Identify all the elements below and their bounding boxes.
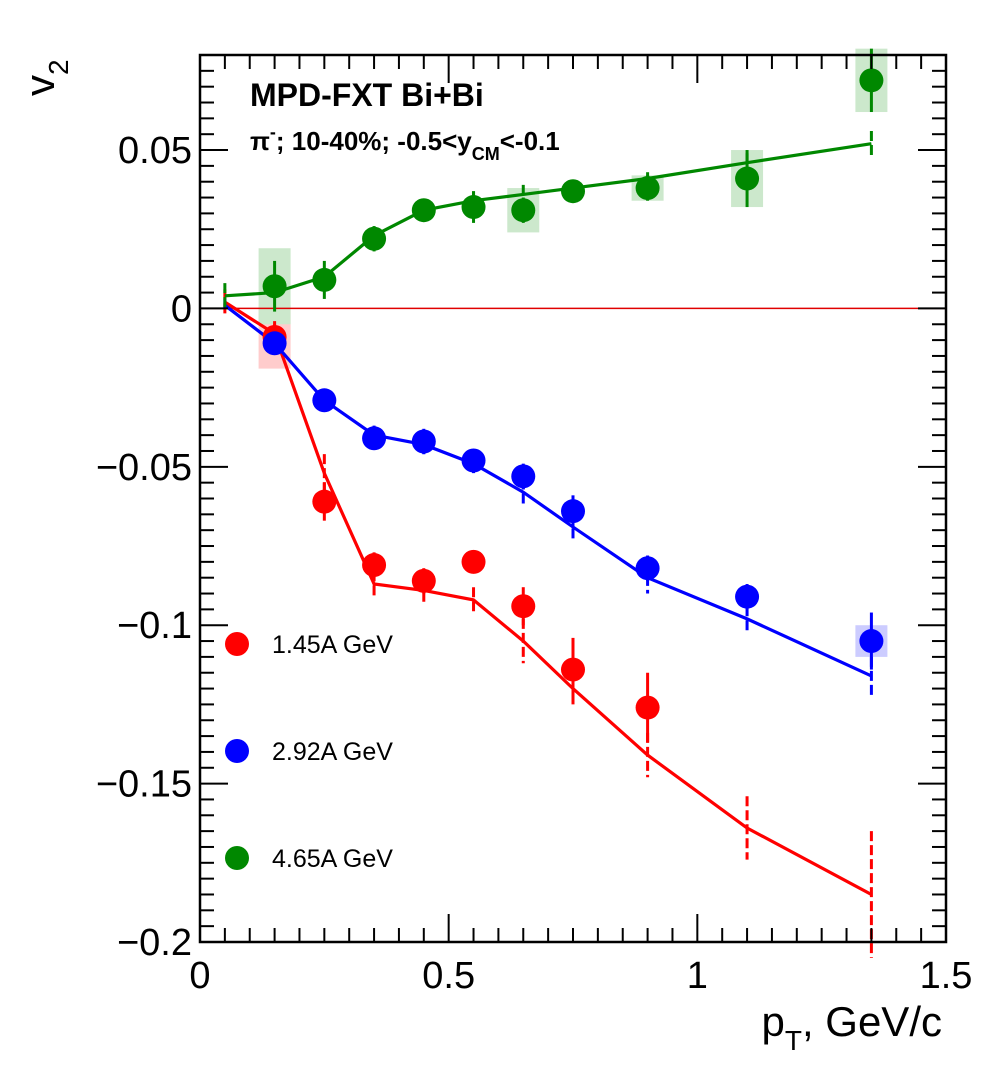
cuts-label: π-; 10-40%; -0.5<yCM<-0.1: [250, 122, 560, 164]
point-1-45a-gev-6: [561, 657, 585, 682]
point-2-92a-gev-5: [511, 464, 536, 489]
legend-marker-4-65a-gev: [225, 846, 249, 870]
point-2-92a-gev-8: [735, 584, 760, 609]
point-4-65a-gev-2: [362, 226, 387, 251]
legend-marker-2-92a-gev: [225, 739, 249, 763]
x-tick-label-0: 0: [189, 955, 210, 997]
legend-label-4-65a-gev: 4.65A GeV: [272, 845, 393, 873]
point-4-65a-gev-8: [735, 166, 760, 191]
point-1-45a-gev-2: [362, 553, 387, 578]
data-points: [262, 68, 884, 720]
y-axis-title: v2: [16, 59, 74, 96]
point-4-65a-gev-3: [411, 198, 436, 223]
point-4-65a-gev-4: [461, 195, 486, 220]
x-axis-ticks: [199, 55, 947, 942]
point-1-45a-gev-3: [411, 568, 436, 593]
x-tick-label-0-5: 0.5: [422, 955, 475, 997]
y-tick-label-0-05: −0.05: [96, 447, 192, 489]
point-2-92a-gev-0: [262, 331, 287, 356]
y-axis-ticks: [200, 54, 946, 943]
point-4-65a-gev-5: [511, 198, 536, 223]
experiment-label: MPD-FXT Bi+Bi: [250, 77, 484, 113]
legend-label-2-92a-gev: 2.92A GeV: [272, 738, 393, 766]
point-4-65a-gev-6: [561, 179, 585, 204]
point-4-65a-gev-1: [312, 267, 337, 292]
legend-marker-1-45a-gev: [225, 632, 249, 656]
point-1-45a-gev-1: [312, 489, 337, 514]
point-2-92a-gev-2: [362, 426, 387, 451]
point-1-45a-gev-7: [635, 695, 660, 720]
x-tick-label-1: 1: [687, 955, 708, 997]
y-axis-tick-labels: 0.05 0 −0.05 −0.1 −0.15 −0.2: [96, 130, 192, 964]
legend: 1.45A GeV 2.92A GeV 4.65A GeV: [225, 631, 393, 873]
y-tick-label-0: 0: [171, 288, 192, 330]
point-4-65a-gev-9: [859, 68, 884, 93]
y-tick-label-0-05: 0.05: [118, 130, 192, 172]
point-2-92a-gev-9: [859, 629, 884, 654]
y-tick-label-0-2: −0.2: [117, 922, 192, 964]
point-2-92a-gev-4: [461, 448, 486, 473]
point-2-92a-gev-3: [411, 429, 436, 454]
point-1-45a-gev-4: [461, 549, 486, 574]
point-2-92a-gev-7: [635, 556, 660, 581]
point-2-92a-gev-6: [561, 499, 585, 524]
x-tick-label-1-5: 1.5: [920, 955, 973, 997]
point-2-92a-gev-1: [312, 388, 337, 413]
y-tick-label-0-15: −0.15: [96, 764, 192, 806]
point-4-65a-gev-7: [635, 176, 660, 201]
y-tick-label-0-1: −0.1: [117, 605, 192, 647]
legend-label-1-45a-gev: 1.45A GeV: [272, 631, 393, 659]
x-axis-tick-labels: 0 0.5 1 1.5: [189, 955, 972, 997]
x-axis-title: pT, GeV/c: [761, 998, 942, 1056]
point-4-65a-gev-0: [262, 274, 287, 299]
point-1-45a-gev-5: [511, 594, 536, 619]
model-curve-1-45a-gev: [224, 300, 873, 896]
